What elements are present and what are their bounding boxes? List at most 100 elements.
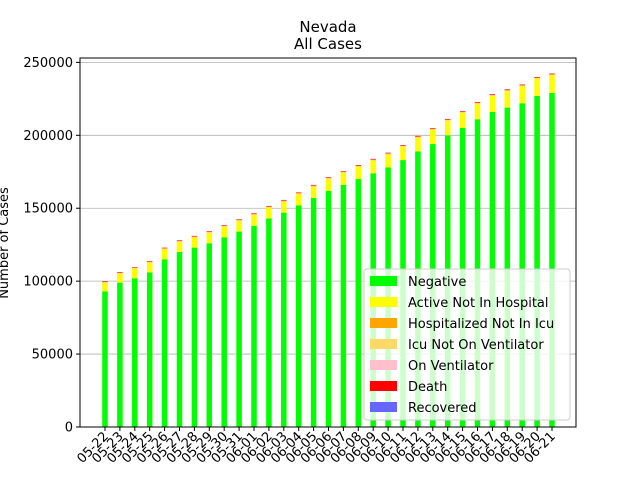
bar-segment bbox=[102, 291, 108, 427]
legend-swatch bbox=[370, 318, 397, 328]
bar-segment bbox=[161, 248, 168, 249]
bar-segment bbox=[385, 153, 391, 154]
y-axis-ticks: 0 50000 100000 150000 200000 250000 bbox=[23, 56, 80, 436]
bar-segment bbox=[444, 118, 451, 120]
bar-segment bbox=[385, 152, 391, 154]
legend-swatch bbox=[370, 339, 397, 349]
bar-segment bbox=[206, 231, 213, 232]
bar-segment bbox=[355, 179, 362, 427]
legend-label: On Ventilator bbox=[408, 359, 494, 374]
bar-segment bbox=[191, 235, 198, 237]
bar-segment bbox=[400, 146, 406, 161]
bar-segment bbox=[102, 282, 108, 292]
bar-segment bbox=[444, 119, 451, 121]
bar-segment bbox=[549, 75, 555, 94]
y-tick-label: 250000 bbox=[23, 56, 73, 71]
bar-segment bbox=[325, 178, 332, 191]
bar-segment bbox=[236, 220, 242, 232]
bar-segment bbox=[504, 90, 511, 108]
legend-label: Recovered bbox=[408, 401, 477, 416]
bar-segment bbox=[355, 166, 362, 180]
bar-segment bbox=[459, 111, 466, 113]
bar-segment bbox=[191, 236, 198, 238]
bar-segment bbox=[117, 282, 123, 427]
legend-swatch bbox=[370, 276, 397, 286]
bar-segment bbox=[504, 89, 511, 91]
y-tick-label: 150000 bbox=[23, 202, 73, 217]
bar-segment bbox=[534, 77, 540, 79]
bar-segment bbox=[370, 160, 376, 174]
legend-box bbox=[363, 268, 571, 421]
bar-segment bbox=[117, 272, 123, 273]
bar-segment bbox=[474, 102, 481, 104]
bar-segment bbox=[370, 159, 376, 161]
bar-segment bbox=[266, 206, 272, 208]
bar-segment bbox=[310, 198, 317, 427]
bar-segment bbox=[281, 201, 287, 213]
legend-swatch bbox=[370, 297, 397, 307]
bar-segment bbox=[221, 225, 227, 227]
bar-segment bbox=[221, 225, 227, 226]
legend-label: Icu Not On Ventilator bbox=[408, 338, 544, 353]
y-tick-label: 100000 bbox=[23, 275, 73, 290]
bar-segment bbox=[370, 158, 376, 160]
bar-segment bbox=[534, 76, 540, 78]
x-axis-ticks: 05-2205-2305-2405-2505-2605-2705-2805-29… bbox=[75, 427, 559, 467]
bar-segment bbox=[489, 94, 496, 96]
bar-segment bbox=[400, 145, 406, 146]
bar-segment bbox=[355, 165, 362, 166]
bar-segment bbox=[281, 200, 287, 202]
bar-segment bbox=[519, 84, 525, 86]
bar-segment bbox=[102, 281, 108, 282]
bar-segment bbox=[489, 95, 496, 112]
bar-segment bbox=[415, 135, 421, 137]
bar-segment bbox=[430, 129, 436, 145]
bar-segment bbox=[146, 261, 153, 262]
bar-segment bbox=[251, 225, 257, 427]
bar-segment bbox=[340, 172, 347, 185]
bar-segment bbox=[236, 219, 242, 221]
bar-segment bbox=[176, 241, 183, 252]
y-tick-label: 50000 bbox=[32, 348, 73, 363]
bar-segment bbox=[549, 73, 555, 75]
bar-segment bbox=[459, 112, 466, 129]
legend-label: Active Not In Hospital bbox=[408, 296, 549, 311]
bar-segment bbox=[117, 272, 123, 274]
bar-segment bbox=[489, 94, 496, 95]
bar-segment bbox=[251, 213, 257, 215]
bar-segment bbox=[161, 248, 168, 260]
bar-segment bbox=[415, 137, 421, 152]
bar-segment bbox=[132, 267, 138, 268]
bar-segment bbox=[474, 101, 481, 103]
bar-segment bbox=[206, 243, 213, 427]
y-tick-label: 0 bbox=[65, 421, 73, 436]
bar-segment bbox=[295, 193, 302, 194]
legend-label: Hospitalized Not In Icu bbox=[408, 317, 554, 332]
bar-segment bbox=[132, 267, 138, 269]
bar-segment bbox=[102, 281, 108, 283]
legend-label: Negative bbox=[408, 275, 466, 290]
legend-label: Death bbox=[408, 380, 447, 395]
bar-segment bbox=[474, 103, 481, 120]
bar-segment bbox=[266, 205, 272, 207]
bar-segment bbox=[295, 205, 302, 427]
bar-segment bbox=[325, 177, 332, 179]
bar-segment bbox=[415, 136, 421, 138]
bar-segment bbox=[549, 74, 555, 75]
bar-segment bbox=[146, 261, 153, 263]
bar-segment bbox=[400, 145, 406, 147]
bar-segment bbox=[161, 247, 168, 249]
bar-segment bbox=[251, 214, 257, 226]
bar-segment bbox=[251, 213, 257, 214]
chart-title: Nevada bbox=[299, 18, 356, 36]
bar-segment bbox=[355, 165, 362, 167]
bar-segment bbox=[519, 103, 525, 427]
bar-segment bbox=[117, 273, 123, 283]
bar-segment bbox=[266, 207, 272, 219]
bar-segment bbox=[236, 219, 242, 220]
y-axis-label: Number of Cases bbox=[0, 187, 12, 299]
bar-segment bbox=[176, 240, 183, 242]
bar-segment bbox=[430, 128, 436, 130]
bar-segment bbox=[132, 268, 138, 279]
